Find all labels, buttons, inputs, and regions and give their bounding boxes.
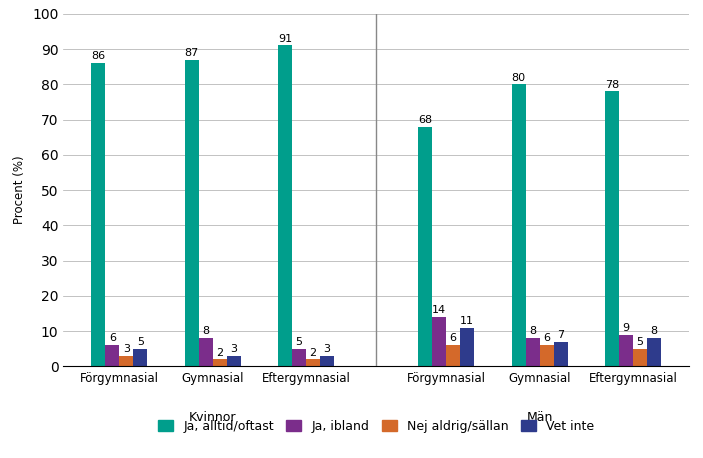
Text: 8: 8 [202,327,209,337]
Bar [134,349,148,366]
Bar [120,356,134,366]
Text: 8: 8 [650,327,657,337]
Text: 5: 5 [137,337,144,347]
Text: 3: 3 [323,344,330,354]
Text: 3: 3 [230,344,237,354]
Y-axis label: Procent (%): Procent (%) [13,156,27,224]
Bar [633,349,647,366]
Bar [292,349,306,366]
Bar [91,63,105,366]
Bar [278,45,292,366]
Text: Kvinnor: Kvinnor [189,411,236,424]
Bar [647,338,661,366]
Text: 2: 2 [216,348,224,358]
Legend: Ja, alltid/oftast, Ja, ibland, Nej aldrig/sällan, Vet inte: Ja, alltid/oftast, Ja, ibland, Nej aldri… [153,415,599,438]
Text: 2: 2 [309,348,316,358]
Text: 7: 7 [557,330,564,340]
Text: Män: Män [527,411,553,424]
Text: 5: 5 [636,337,643,347]
Bar [185,60,199,366]
Bar [432,317,446,366]
Text: 6: 6 [543,333,550,344]
Text: 11: 11 [460,316,474,326]
Text: 78: 78 [605,80,619,90]
Text: 14: 14 [432,305,446,315]
Text: 8: 8 [529,327,536,337]
Bar [213,360,226,366]
Bar [418,126,432,366]
Bar [446,345,460,366]
Text: 6: 6 [109,333,116,344]
Bar [526,338,539,366]
Text: 86: 86 [91,51,105,61]
Bar [619,335,633,366]
Text: 91: 91 [278,34,292,44]
Bar [539,345,553,366]
Bar [306,360,320,366]
Text: 80: 80 [512,72,526,82]
Bar [320,356,334,366]
Bar [605,91,619,366]
Text: 68: 68 [418,115,432,125]
Text: 9: 9 [622,323,629,333]
Text: 3: 3 [123,344,130,354]
Bar [553,342,567,366]
Bar [512,84,526,366]
Text: 5: 5 [295,337,302,347]
Bar [199,338,213,366]
Text: 87: 87 [185,48,199,58]
Bar [105,345,120,366]
Bar [226,356,240,366]
Bar [460,327,474,366]
Text: 6: 6 [450,333,457,344]
